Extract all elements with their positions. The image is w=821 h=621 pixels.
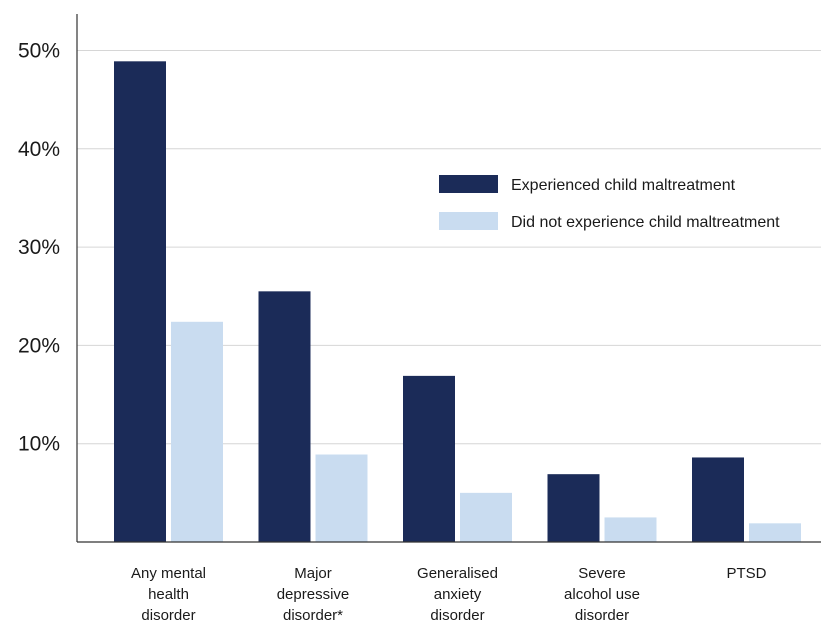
- y-tick-label: 40%: [18, 138, 60, 161]
- bar-experienced: [114, 61, 166, 543]
- y-tick-label: 50%: [18, 40, 60, 63]
- x-tick-label: disorder*: [283, 607, 343, 621]
- legend-label: Experienced child maltreatment: [511, 177, 736, 194]
- y-tick-label: 20%: [18, 334, 60, 357]
- y-axis-ticks: 10% 20% 30% 40% 50%: [18, 40, 60, 456]
- x-tick-label: anxiety: [434, 586, 482, 603]
- legend-label: Did not experience child maltreatment: [511, 214, 780, 231]
- x-tick-label: disorder: [430, 607, 484, 621]
- x-tick-label: PTSD: [726, 565, 766, 582]
- bar-experienced: [403, 375, 455, 542]
- x-tick-label: Severe: [578, 565, 626, 582]
- legend: Experienced child maltreatment Did not ex…: [439, 175, 780, 231]
- bar-not-experienced: [171, 321, 223, 542]
- bar-not-experienced: [604, 517, 657, 542]
- x-axis-ticks: Any mental health disorder Major depressive d…: [131, 565, 767, 621]
- x-tick-label: disorder: [141, 607, 195, 621]
- bar-not-experienced: [315, 454, 368, 542]
- x-tick-label: health: [148, 586, 189, 603]
- y-tick-label: 10%: [18, 433, 60, 456]
- bar-experienced: [692, 457, 744, 542]
- y-tick-label: 30%: [18, 236, 60, 259]
- bars: [114, 61, 801, 543]
- bar-experienced: [258, 291, 311, 542]
- x-tick-label: Generalised: [417, 565, 498, 582]
- legend-swatch: [439, 175, 498, 193]
- x-tick-label: alcohol use: [564, 586, 640, 603]
- legend-swatch: [439, 212, 498, 230]
- x-tick-label: depressive: [277, 586, 350, 603]
- x-tick-label: disorder: [575, 607, 629, 621]
- bar-not-experienced: [749, 523, 801, 542]
- bar-experienced: [547, 474, 600, 542]
- bar-not-experienced: [460, 492, 512, 542]
- x-tick-label: Major: [294, 565, 332, 582]
- x-tick-label: Any mental: [131, 565, 206, 582]
